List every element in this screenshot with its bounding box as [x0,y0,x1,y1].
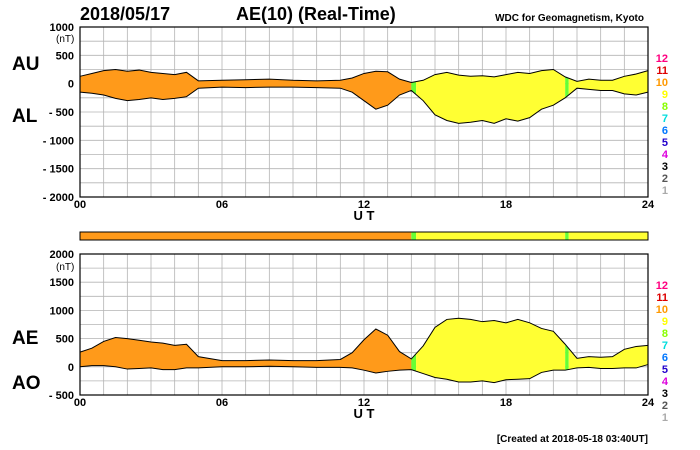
x-axis-label-top: U T [354,208,375,223]
station-count-legend-item: 3 [662,388,668,400]
au-al-x-tick-label: 24 [642,199,655,211]
ae-ao-y-tick-label: 2000 [50,249,74,261]
ae-ao-frame [79,253,649,396]
au-al-frame [79,26,649,198]
station-count-legend-item: 8 [662,328,668,340]
ae-ao-series-ae [79,317,649,362]
station-count-legend-item: 12 [656,280,668,292]
station-count-legend-item: 4 [662,149,669,161]
ae-ao-x-tick-label: 12 [358,397,370,409]
au-al-y-tick-label: - 500 [49,107,74,119]
station-count-legend-item: 2 [662,400,668,412]
station-count-legend-item: 2 [662,173,668,185]
al-side-label: AL [12,106,38,127]
station-count-legend-item: 4 [662,376,669,388]
station-count-legend-item: 6 [662,125,668,137]
ae-ao-x-tick-label: 24 [642,397,655,409]
station-count-legend-item: 5 [662,364,668,376]
creation-timestamp: [Created at 2018-05-18 03:40UT] [497,434,648,445]
au-al-y-tick-label: 500 [56,50,74,62]
au-al-y-tick-label: 0 [68,79,74,91]
ao-side-label: AO [12,373,41,394]
au-al-series-al [79,86,649,124]
ae-ao-y-tick-label: - 500 [49,390,74,402]
ae-side-label: AE [12,328,38,349]
station-count-legend-item: 12 [656,53,668,65]
station-count-legend-item: 3 [662,161,668,173]
station-count-legend-item: 9 [662,89,668,101]
unit-label-bottom: (nT) [56,262,74,273]
institution-label: WDC for Geomagnetism, Kyoto [495,13,644,24]
station-count-legend-item: 6 [662,352,668,364]
ae-ao-x-tick-label: 06 [216,397,228,409]
station-bar-segment [80,232,412,240]
au-side-label: AU [12,54,39,75]
ae-ao-x-tick-label: 00 [74,397,86,409]
au-al-series-au [79,68,649,84]
au-al-x-tick-label: 00 [74,199,86,211]
ae-ao-series-ao [79,364,649,384]
ae-ao-x-tick-label: 18 [500,397,512,409]
station-count-legend-item: 10 [656,304,668,316]
station-bar-segment [568,232,648,240]
plot-title: AE(10) (Real-Time) [236,4,396,24]
station-count-legend-item: 1 [662,185,668,197]
station-count-legend-item: 5 [662,137,668,149]
station-count-legend-item: 8 [662,101,668,113]
x-axis-label-bottom: U T [354,406,375,421]
station-bar-frame [79,231,649,241]
station-count-legend-item: 7 [662,340,668,352]
plot-date: 2018/05/17 [80,4,170,24]
au-al-x-tick-label: 12 [358,199,370,211]
au-al-y-tick-label: - 1500 [43,164,74,176]
unit-label-top: (nT) [56,34,74,45]
ae-ao-y-tick-label: 1500 [50,277,74,289]
station-bar-segment [565,232,569,240]
ae-ao-fill-segment [565,318,569,383]
au-al-x-tick-label: 06 [216,199,228,211]
au-al-y-tick-label: - 1000 [43,135,74,147]
station-count-legend-item: 1 [662,412,668,424]
au-al-y-tick-label: 1000 [50,22,74,34]
station-count-legend-item: 9 [662,316,668,328]
station-count-legend-item: 7 [662,113,668,125]
station-count-legend-item: 11 [656,292,668,304]
station-bar-segment [411,232,417,240]
ae-ao-y-tick-label: 500 [56,334,74,346]
ae-ao-fill-segment [416,318,566,383]
station-count-legend-item: 10 [656,77,668,89]
station-count-legend-item: 11 [656,65,668,77]
station-bar-segment [416,232,566,240]
ae-ao-y-tick-label: 0 [68,362,74,374]
au-al-x-tick-label: 18 [500,199,512,211]
au-al-y-tick-label: - 2000 [43,192,74,204]
ae-ao-y-tick-label: 1000 [50,305,74,317]
